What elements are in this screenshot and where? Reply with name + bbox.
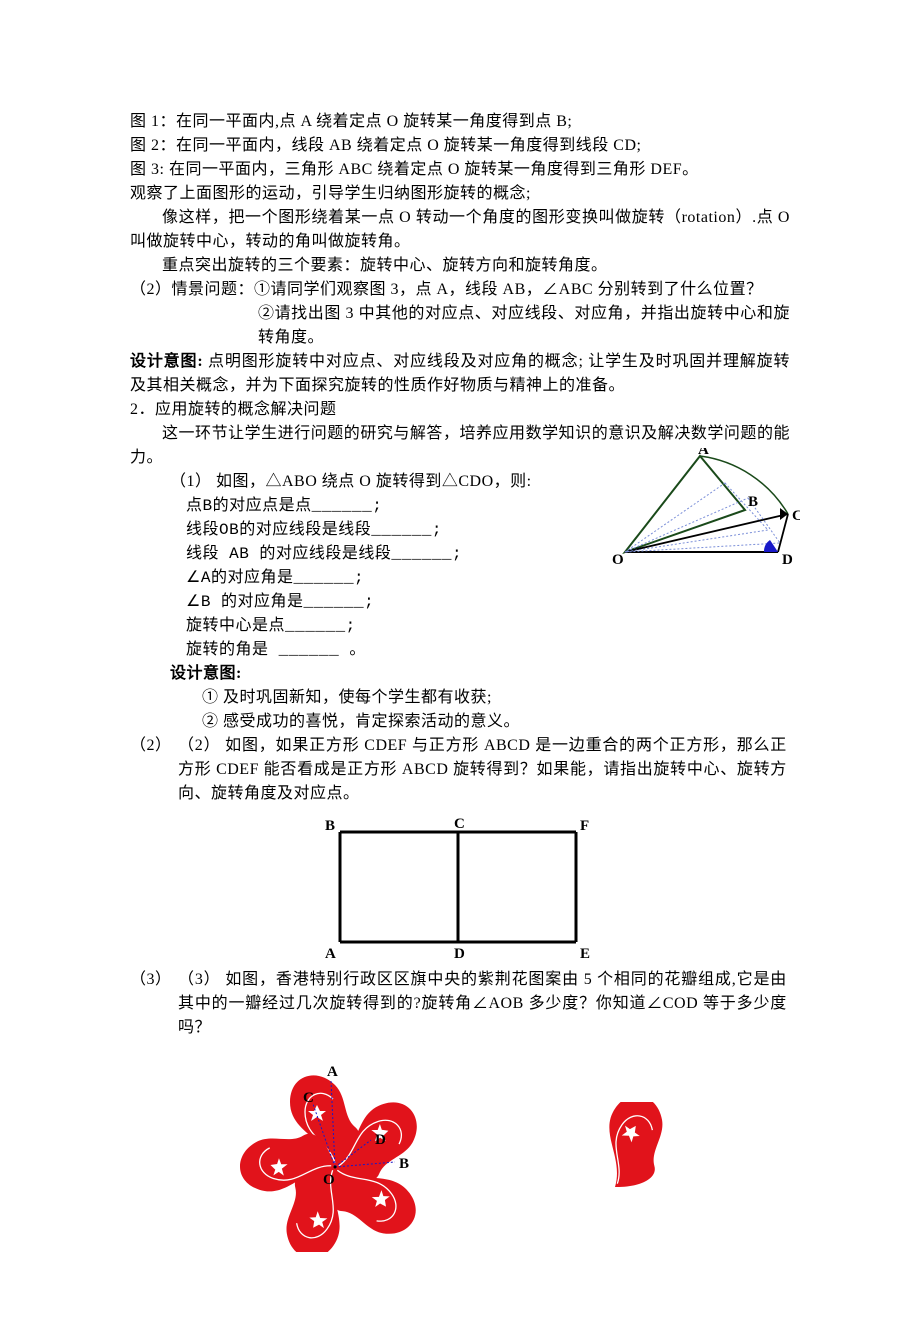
design-intent-2a: ① 及时巩固新知，使每个学生都有收获; xyxy=(130,686,790,710)
design-intent-2-label: 设计意图: xyxy=(130,662,790,686)
sq-label-A: A xyxy=(325,946,336,962)
q3-stem: （3）（3） 如图，香港特别行政区区旗中央的紫荆花图案由 5 个相同的花瓣组成,… xyxy=(130,968,790,1040)
bauhinia-single-petal-icon xyxy=(585,1102,685,1202)
bauhinia-row: A B C D O xyxy=(130,1052,790,1252)
scenario-q2: ②请找出图 3 中其他的对应点、对应线段、对应角，并指出旋转中心和旋转角度。 xyxy=(130,302,790,350)
paragraph-observe: 观察了上面图形的运动，引导学生归纳图形旋转的概念; xyxy=(130,182,790,206)
design-intent-1: 设计意图: 点明图形旋转中对应点、对应线段及对应角的概念; 让学生及时巩固并理解… xyxy=(130,350,790,398)
paragraph-three-elements: 重点突出旋转的三个要素：旋转中心、旋转方向和旋转角度。 xyxy=(130,254,790,278)
q2-stem: （2）（2） 如图，如果正方形 CDEF 与正方形 ABCD 是一边重合的两个正… xyxy=(130,734,790,806)
triangle-linework xyxy=(625,456,788,552)
design-intent-2b: ② 感受成功的喜悦，肯定探索活动的意义。 xyxy=(130,710,790,734)
paragraph-fig3: 图 3: 在同一平面内，三角形 ABC 绕着定点 O 旋转某一角度得到三角形 D… xyxy=(130,158,790,182)
paragraph-rotation-def: 像这样，把一个图形绕着某一点 O 转动一个角度的图形变换叫做旋转（rotatio… xyxy=(130,206,790,254)
sq-label-C: C xyxy=(454,816,465,832)
bh-label-O: O xyxy=(323,1172,335,1188)
label-D: D xyxy=(782,552,793,568)
triangle-abo-cdo-diagram: A B C D O xyxy=(610,448,800,603)
sq-label-D: D xyxy=(454,946,465,962)
two-squares-diagram: A B C D E F xyxy=(310,814,610,962)
design-intent-body-1: 点明图形旋转中对应点、对应线段及对应角的概念; 让学生及时巩固并理解旋转及其相关… xyxy=(130,353,790,394)
sq-label-B: B xyxy=(325,818,335,834)
bh-label-A: A xyxy=(327,1064,338,1080)
design-intent-label-1: 设计意图: xyxy=(130,353,203,370)
bh-label-C: C xyxy=(303,1090,314,1106)
label-O: O xyxy=(612,552,624,568)
paragraph-fig2: 图 2：在同一平面内，线段 AB 绕着定点 O 旋转某一角度得到线段 CD; xyxy=(130,134,790,158)
scenario-q1: （2）情景问题：①请同学们观察图 3，点 A，线段 AB，∠ABC 分别转到了什… xyxy=(130,278,790,302)
bh-label-B: B xyxy=(399,1156,409,1172)
q1-line-h: 旋转的角是 ______ 。 xyxy=(130,638,790,662)
q1-line-g: 旋转中心是点______; xyxy=(130,614,790,638)
label-C: C xyxy=(792,508,800,524)
problem-1-block: （1） 如图，△ABO 绕点 O 旋转得到△CDO，则: 点B的对应点是点___… xyxy=(130,470,790,662)
paragraph-fig1: 图 1：在同一平面内,点 A 绕着定点 O 旋转某一角度得到点 B; xyxy=(130,110,790,134)
sq-label-F: F xyxy=(580,818,589,834)
section-2-heading: 2．应用旋转的概念解决问题 xyxy=(130,398,790,422)
bauhinia-full-icon: A B C D O xyxy=(235,1052,435,1252)
label-A: A xyxy=(698,448,709,458)
bh-label-D: D xyxy=(375,1132,386,1148)
label-B: B xyxy=(748,494,758,510)
sq-label-E: E xyxy=(580,946,590,962)
